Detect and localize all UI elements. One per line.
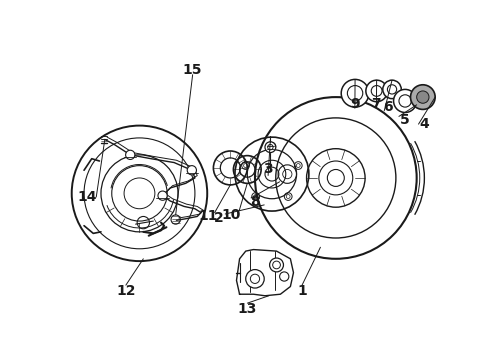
Circle shape xyxy=(280,272,289,281)
Text: 7: 7 xyxy=(371,96,381,111)
Text: 4: 4 xyxy=(420,117,430,131)
Text: 13: 13 xyxy=(238,302,257,316)
Circle shape xyxy=(125,150,135,159)
Text: 10: 10 xyxy=(222,207,241,221)
Circle shape xyxy=(245,270,264,288)
Circle shape xyxy=(416,91,429,103)
Text: 6: 6 xyxy=(383,100,393,114)
Circle shape xyxy=(366,80,388,102)
Circle shape xyxy=(411,85,435,109)
Text: 1: 1 xyxy=(297,284,307,298)
Text: 3: 3 xyxy=(263,162,273,176)
Text: 9: 9 xyxy=(350,96,360,111)
Circle shape xyxy=(270,258,283,272)
Circle shape xyxy=(393,89,416,112)
Text: 5: 5 xyxy=(400,113,410,127)
Text: 8: 8 xyxy=(250,195,260,209)
Circle shape xyxy=(187,166,196,175)
Text: 15: 15 xyxy=(183,63,202,77)
Text: 11: 11 xyxy=(199,210,218,224)
Text: 2: 2 xyxy=(214,211,224,225)
Circle shape xyxy=(383,80,401,99)
Text: 12: 12 xyxy=(116,284,136,298)
Text: 14: 14 xyxy=(77,190,97,204)
Polygon shape xyxy=(237,249,294,296)
Circle shape xyxy=(265,142,276,153)
Circle shape xyxy=(341,80,369,107)
Circle shape xyxy=(158,191,167,200)
